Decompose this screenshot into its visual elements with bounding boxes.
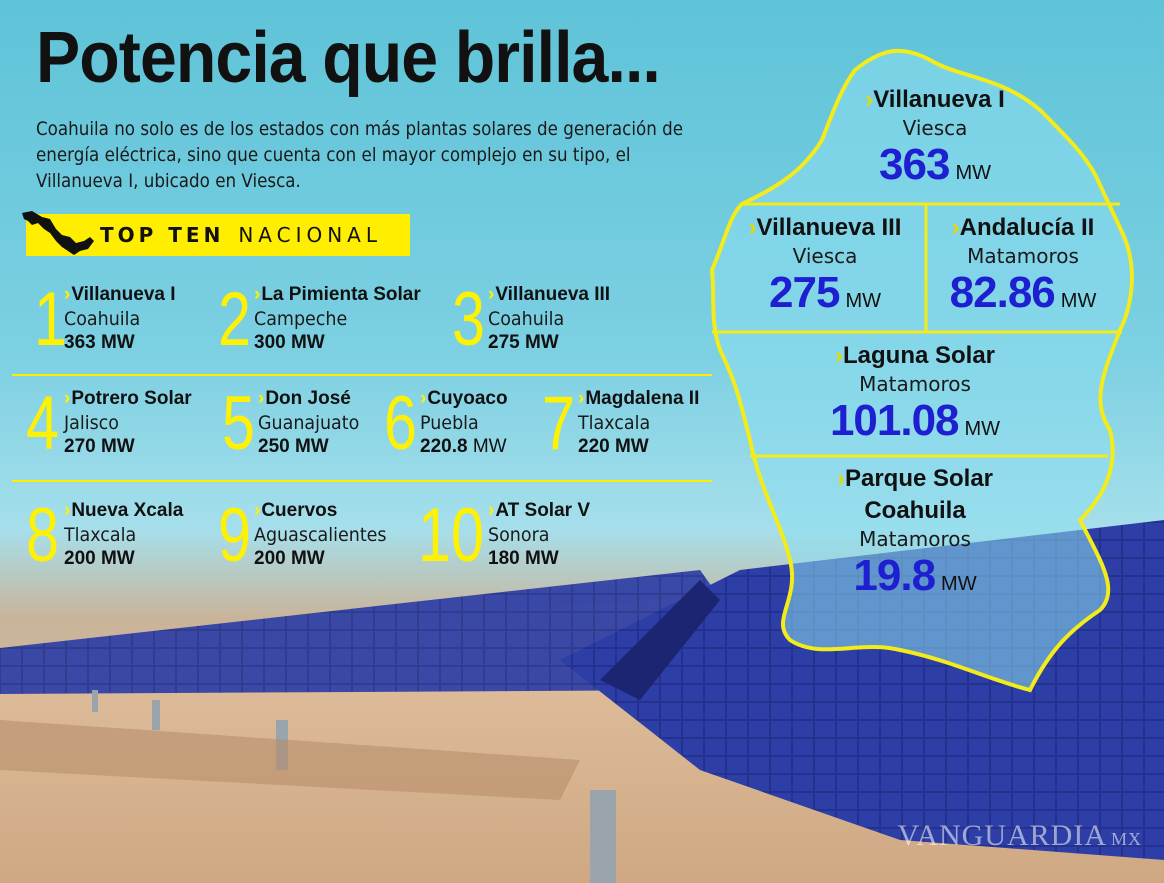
rank-unit: MW [524,548,559,569]
rank-name: Potrero Solar [71,388,192,409]
rank-unit: MW [290,548,325,569]
plant-value: 82.86 [949,268,1056,317]
rank-unit: MW [524,332,559,353]
banner-light: NACIONAL [238,223,382,247]
rank-state: Coahuila [64,308,141,330]
rank-state: Jalisco [64,412,119,434]
rank-name: Magdalena II [585,388,700,409]
plant-unit: MW [964,418,1001,440]
watermark-logo: VANGUARDIA MX [898,819,1142,853]
rank-name: AT Solar V [495,500,590,521]
rank-state: Puebla [420,412,479,434]
coahuila-map [709,48,1134,693]
plant-name: Laguna Solar [842,342,996,369]
plant-value: 101.08 [829,396,960,445]
plant-name: Villanueva I [873,86,1005,113]
divider [12,374,712,376]
plant-city: Viesca [902,116,968,140]
rank-unit: MW [290,332,325,353]
rank-mw: 200 [64,548,96,569]
plant-city: Matamoros [859,527,971,551]
rank-number: 7 [542,381,575,466]
rank-state: Aguascalientes [254,524,387,546]
rank-name: La Pimienta Solar [261,284,421,305]
watermark-suffix: MX [1110,829,1142,849]
rank-mw: 300 [254,332,286,353]
rank-number: 4 [26,381,59,466]
plant-city: Matamoros [967,244,1079,268]
rank-unit: MW [100,332,135,353]
plant-unit: MW [1060,290,1097,312]
plant-name-line2: Coahuila [864,497,966,524]
rank-unit: MW [472,436,507,457]
rank-unit: MW [294,436,329,457]
rank-mw: 220.8 [420,436,468,457]
rank-unit: MW [100,436,135,457]
rank-name: Don José [265,388,351,409]
rank-number: 10 [418,493,484,578]
rank-number: 8 [26,493,59,578]
rank-state: Sonora [488,524,550,546]
rank-mw: 275 [488,332,520,353]
watermark-text: VANGUARDIA [897,819,1107,852]
plant-city: Viesca [792,244,858,268]
mexico-map-icon [22,211,94,255]
rank-number: 5 [222,381,255,466]
banner-bold: TOP TEN [100,223,225,247]
rank-state: Campeche [254,308,348,330]
rank-name: Nueva Xcala [71,500,184,521]
plant-name: Villanueva III [756,214,902,241]
rank-name: Cuyoaco [427,388,508,409]
intro-paragraph: Coahuila no solo es de los estados con m… [36,118,684,193]
divider [12,480,712,482]
rank-name: Cuervos [261,500,338,521]
coahuila-plant: ›Laguna Solar Matamoros 101.08 MW [790,342,1040,446]
rank-name: Villanueva III [495,284,611,305]
rank-mw: 220 [578,436,610,457]
page-title: Potencia que brilla... [36,18,661,98]
rank-mw: 180 [488,548,520,569]
rank-mw: 200 [254,548,286,569]
top-ten-banner: TOP TEN NACIONAL [22,211,410,256]
rank-state: Tlaxcala [64,524,137,546]
rank-state: Coahuila [488,308,565,330]
coahuila-plant: ›Villanueva III Viesca 275 MW [730,214,920,318]
rank-number: 6 [384,381,417,466]
rank-state: Guanajuato [258,412,360,434]
rank-unit: MW [614,436,649,457]
rank-mw: 270 [64,436,96,457]
plant-unit: MW [955,162,991,184]
rank-number: 2 [218,277,251,362]
plant-city: Matamoros [859,372,971,396]
rank-unit: MW [100,548,135,569]
coahuila-plant: ›Andalucía II Matamoros 82.86 MW [930,214,1116,318]
plant-name: Andalucía II [959,214,1095,241]
rank-mw: 250 [258,436,290,457]
rank-number: 3 [452,277,485,362]
plant-value: 363 [879,140,950,189]
rank-name: Villanueva I [71,284,176,305]
rank-number: 9 [218,493,251,578]
plant-value: 19.8 [853,551,936,600]
coahuila-plant: ›Parque Solar Coahuila Matamoros 19.8 MW [790,465,1040,601]
rank-mw: 363 [64,332,96,353]
rank-state: Tlaxcala [578,412,651,434]
plant-name: Parque Solar [844,465,994,492]
plant-value: 275 [769,268,840,317]
plant-unit: MW [941,573,977,595]
rank-number: 1 [34,277,67,362]
coahuila-plant: ›Villanueva I Viesca 363 MW [800,86,1070,190]
plant-unit: MW [845,290,881,312]
